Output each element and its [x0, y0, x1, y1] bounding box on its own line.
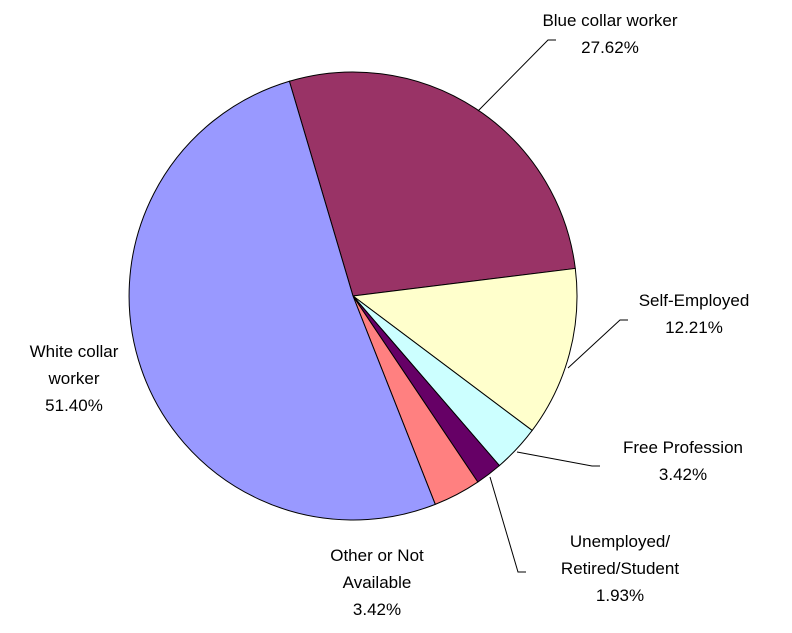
slice-white-collar-worker — [128, 80, 436, 521]
label-self-employed: Self-Employed 12.21% — [639, 291, 750, 337]
category-label: Other or Not — [330, 546, 424, 565]
percent-label: 12.21% — [665, 318, 723, 337]
label-blue-collar-worker: Blue collar worker 27.62% — [542, 11, 677, 57]
slice-blue-collar-worker — [288, 71, 576, 297]
category-label: worker — [47, 369, 99, 388]
leader-line-self-employed — [567, 319, 628, 369]
percent-label: 3.42% — [659, 465, 707, 484]
leader-line-free-profession — [516, 451, 600, 467]
leader-line-unemployed-retired-student — [489, 476, 526, 573]
category-label: Blue collar worker — [542, 11, 677, 30]
category-label: Free Profession — [623, 438, 743, 457]
percent-label: 3.42% — [353, 600, 401, 619]
label-white-collar-worker: White collar worker 51.40% — [30, 342, 119, 415]
category-label: Available — [343, 573, 412, 592]
slice-self-employed — [352, 267, 578, 431]
label-free-profession: Free Profession 3.42% — [623, 438, 743, 484]
category-label: Self-Employed — [639, 291, 750, 310]
label-unemployed-retired-student: Unemployed/Retired/Student 1.93% — [561, 532, 679, 605]
percent-label: 1.93% — [596, 586, 644, 605]
category-label: White collar — [30, 342, 119, 361]
percent-label: 51.40% — [45, 396, 103, 415]
category-label: Unemployed/ — [570, 532, 670, 551]
category-label: Retired/Student — [561, 559, 679, 578]
pie-slices — [128, 71, 578, 521]
leader-line-blue-collar-worker — [477, 39, 556, 112]
slice-labels: Blue collar worker 27.62% Self-Employed 12.… — [30, 11, 750, 619]
leader-lines — [477, 39, 628, 573]
percent-label: 27.62% — [581, 38, 639, 57]
label-other-or-not-available: Other or Not Available 3.42% — [330, 546, 424, 619]
